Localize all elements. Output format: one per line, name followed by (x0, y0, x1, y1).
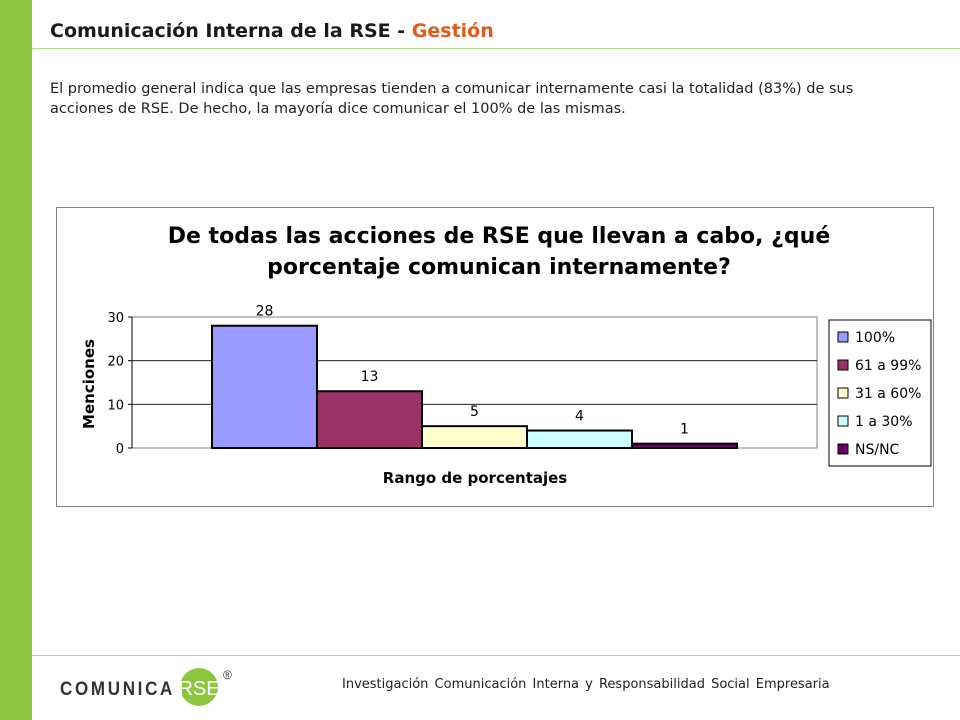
legend-label-5: NS/NC (855, 442, 900, 458)
intro-paragraph: El promedio general indica que las empre… (50, 81, 854, 117)
legend-swatch-3 (837, 387, 849, 399)
header-divider (32, 48, 960, 49)
bar-4 (526, 429, 633, 450)
comunica-rse-logo: COMUNICA RSE ® (60, 668, 232, 706)
legend-label-1: 100% (855, 330, 895, 346)
legend-swatch-5 (837, 443, 849, 455)
footer-caption: Investigación Comunicación Interna y Res… (342, 677, 830, 692)
y-tick-label-10: 10 (107, 398, 124, 413)
logo-badge-circle (180, 668, 218, 706)
data-label-1: 28 (256, 304, 274, 320)
x-axis-label: Rango de porcentajes (383, 469, 568, 487)
chart-frame: De todas las acciones de RSE que llevan … (56, 207, 934, 507)
logo-text: COMUNICA (60, 679, 175, 700)
page-title-main: Comunicación Interna de la RSE - (50, 20, 412, 42)
left-accent-bar (0, 0, 32, 720)
data-label-4: 4 (575, 409, 584, 425)
bar-3 (421, 425, 528, 450)
y-tick-label-0: 0 (116, 442, 124, 457)
footer-divider (32, 655, 960, 656)
data-label-5: 1 (680, 422, 689, 438)
page-title-accent: Gestión (411, 20, 494, 42)
y-axis-label: Menciones (80, 339, 98, 429)
legend-label-2: 61 a 99% (855, 358, 921, 374)
y-tick-label-30: 30 (107, 311, 124, 326)
data-label-3: 5 (470, 404, 479, 420)
logo-badge-text: RSE (178, 678, 219, 700)
bar-1 (211, 324, 318, 449)
legend-swatch-4 (837, 415, 849, 427)
legend-swatch-2 (837, 359, 849, 371)
legend-swatch-1 (837, 331, 849, 343)
chart-title-line-1: De todas las acciones de RSE que llevan … (168, 224, 831, 249)
bar-chart: De todas las acciones de RSE que llevan … (80, 224, 932, 487)
chart-title-line-2: porcentaje comunican internamente? (267, 255, 731, 280)
bar-2 (316, 390, 423, 450)
page-title: Comunicación Interna de la RSE - Gestión (50, 20, 494, 42)
legend-label-4: 1 a 30% (855, 414, 913, 430)
bar-5 (631, 442, 738, 449)
data-label-2: 13 (361, 369, 379, 385)
y-tick-label-20: 20 (107, 355, 124, 370)
legend-label-3: 31 a 60% (855, 386, 921, 402)
logo-registered-mark: ® (223, 668, 232, 682)
